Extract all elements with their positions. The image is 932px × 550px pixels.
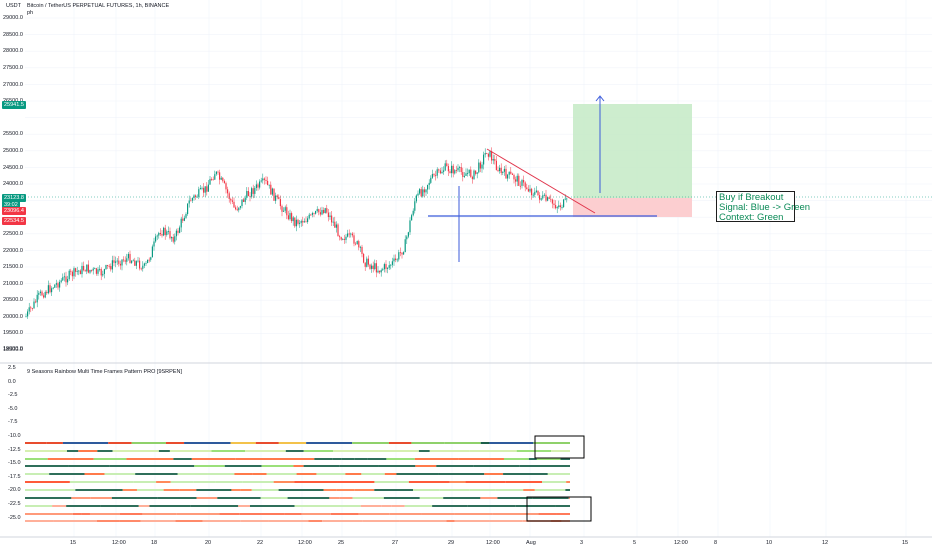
indicator-tick-label: -7.5 — [8, 419, 18, 426]
time-tick-label: 12:00 — [486, 540, 500, 546]
indicator-tick-label: -25.0 — [8, 514, 21, 521]
indicator-tick-label: -17.5 — [8, 473, 21, 480]
price-tick-label: 28000.0 — [3, 48, 23, 54]
highlight-box-bottom[interactable] — [526, 496, 592, 522]
time-tick-label: 20 — [205, 540, 212, 546]
indicator-tick-label: 2.5 — [8, 365, 16, 371]
trade-annotation-box[interactable]: Buy if Breakout Signal: Blue -> Green Co… — [716, 191, 811, 223]
time-tick-label: 10 — [766, 540, 773, 546]
annotation-line-3: Context: Green — [719, 212, 784, 223]
time-tick-label: 5 — [633, 540, 637, 546]
price-tick-label: 29000.0 — [3, 15, 23, 21]
target-arrow-head — [595, 95, 605, 102]
indicator-tick-label: -5.0 — [8, 405, 18, 412]
indicator-short-label: ph — [27, 10, 34, 16]
price-badge: 23123.8 — [2, 194, 26, 202]
indicator-tick-label: -10.0 — [8, 433, 21, 439]
indicator-tick-label: -22.5 — [8, 501, 21, 507]
price-tick-label: 21000.0 — [3, 281, 23, 287]
price-badge: 25941.5 — [2, 101, 26, 109]
unit-label: USDT — [6, 3, 21, 9]
price-tick-label: 22000.0 — [3, 248, 23, 254]
price-tick-label: 20000.0 — [3, 314, 23, 320]
time-tick-label: 8 — [714, 540, 718, 546]
time-tick-label: 12:00 — [298, 540, 312, 546]
annotation-line-2: Signal: Blue -> Green — [719, 202, 811, 213]
price-tick-label: 21500.0 — [3, 264, 23, 270]
indicator-tick-label: 0.0 — [8, 378, 16, 385]
annotation-line-1: Buy if Breakout — [719, 192, 784, 203]
time-tick-label: Aug — [526, 540, 536, 546]
indicator-tick-label: -12.5 — [8, 446, 21, 453]
highlight-box-top[interactable] — [534, 435, 585, 459]
price-tick-label: 27500.0 — [3, 65, 23, 71]
price-tick-label: 18500.0 — [3, 347, 23, 353]
time-tick-label: 12 — [822, 540, 829, 546]
indicator-tick-label: -15.0 — [8, 460, 21, 467]
time-tick-label: 12:00 — [674, 540, 688, 546]
price-tick-label: 24000.0 — [3, 181, 23, 187]
stop-zone[interactable] — [573, 198, 692, 217]
symbol-title[interactable]: Bitcoin / TetherUS PERPETUAL FUTURES, 1h… — [27, 3, 170, 9]
price-tick-label: 27000.0 — [3, 82, 23, 88]
time-tick-label: 25 — [338, 540, 345, 546]
time-tick-label: 22 — [257, 540, 264, 546]
price-tick-label: 22500.0 — [3, 231, 23, 237]
indicator-title[interactable]: 9 Seasons Rainbow Multi Time Frames Patt… — [27, 369, 182, 375]
price-badge: 23096.4 — [2, 207, 26, 215]
price-tick-label: 24500.0 — [3, 165, 23, 171]
descending-trendline[interactable] — [486, 148, 596, 214]
time-tick-label: 29 — [448, 540, 455, 546]
time-tick-label: 15 — [902, 540, 909, 546]
time-tick-label: 18 — [151, 540, 158, 546]
candlestick-series — [25, 147, 568, 319]
time-tick-label: 3 — [580, 540, 584, 546]
price-badge: 22534.5 — [2, 217, 26, 225]
rainbow-bands — [25, 442, 570, 522]
indicator-tick-label: -20.0 — [8, 487, 21, 494]
indicator-tick-label: -2.5 — [8, 392, 18, 399]
time-tick-label: 12:00 — [112, 540, 126, 546]
price-grid — [25, 0, 932, 537]
time-tick-label: 27 — [392, 540, 399, 546]
price-badge: 39:02 — [2, 201, 20, 209]
time-tick-label: 15 — [70, 540, 77, 546]
price-tick-label: 19500.0 — [3, 330, 23, 336]
price-tick-label: 19000.0 — [3, 346, 23, 352]
target-zone[interactable] — [573, 104, 692, 198]
price-tick-label: 25500.0 — [3, 131, 23, 137]
price-tick-label: 28500.0 — [3, 32, 23, 38]
price-tick-label: 25000.0 — [3, 148, 23, 154]
price-tick-label: 20500.0 — [3, 297, 23, 303]
